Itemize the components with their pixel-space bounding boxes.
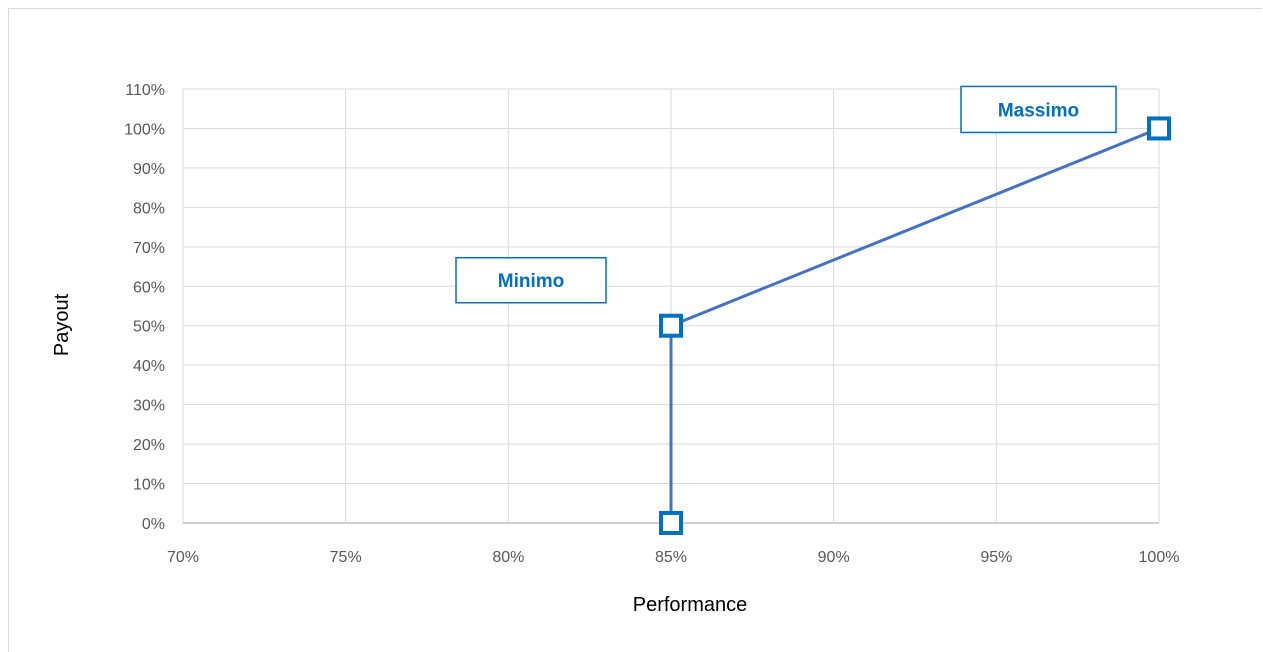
y-tick-label: 60%: [133, 279, 165, 296]
y-tick-label: 110%: [125, 82, 165, 99]
x-tick-label: 75%: [330, 549, 362, 566]
y-tick-label: 50%: [133, 319, 165, 336]
x-tick-label: 80%: [492, 549, 524, 566]
y-tick-label: 0%: [142, 516, 165, 533]
x-tick-label: 85%: [655, 549, 687, 566]
y-tick-label: 70%: [133, 240, 165, 257]
callout-label: Minimo: [498, 271, 565, 292]
data-point-marker: [659, 511, 683, 535]
y-tick-label: 80%: [133, 200, 165, 217]
series-line: [659, 116, 1171, 535]
y-tick-label: 30%: [133, 398, 165, 415]
callout-label: Massimo: [998, 100, 1079, 121]
x-tick-label: 90%: [818, 549, 850, 566]
y-tick-label: 20%: [133, 437, 165, 454]
data-point-marker: [659, 313, 683, 338]
x-tick-label: 100%: [1139, 549, 1180, 566]
y-tick-label: 100%: [124, 121, 165, 138]
x-tick-label: 70%: [167, 549, 199, 566]
y-tick-label: 90%: [133, 161, 165, 178]
callout-box: [960, 85, 1117, 134]
callout-box: [455, 256, 607, 304]
callouts: Minimo Massimo: [455, 85, 1117, 304]
y-axis-title: Payout: [51, 293, 73, 356]
tick-labels: 0% 10% 20% 30% 40% 50% 60% 70% 80% 90% 100% 110% 70%…: [124, 82, 1179, 566]
x-tick-label: 95%: [980, 549, 1012, 566]
y-tick-label: 10%: [133, 477, 165, 494]
y-tick-label: 40%: [133, 358, 165, 375]
x-axis-title: Performance: [633, 594, 748, 616]
data-point-marker: [1147, 116, 1171, 141]
chart-frame: [8, 8, 1262, 652]
